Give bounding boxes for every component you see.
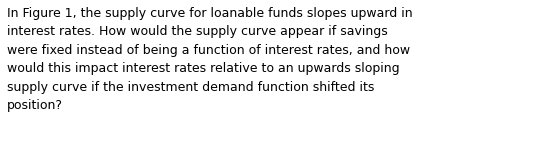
Text: In Figure 1, the supply curve for loanable funds slopes upward in
interest rates: In Figure 1, the supply curve for loanab… (7, 7, 412, 112)
